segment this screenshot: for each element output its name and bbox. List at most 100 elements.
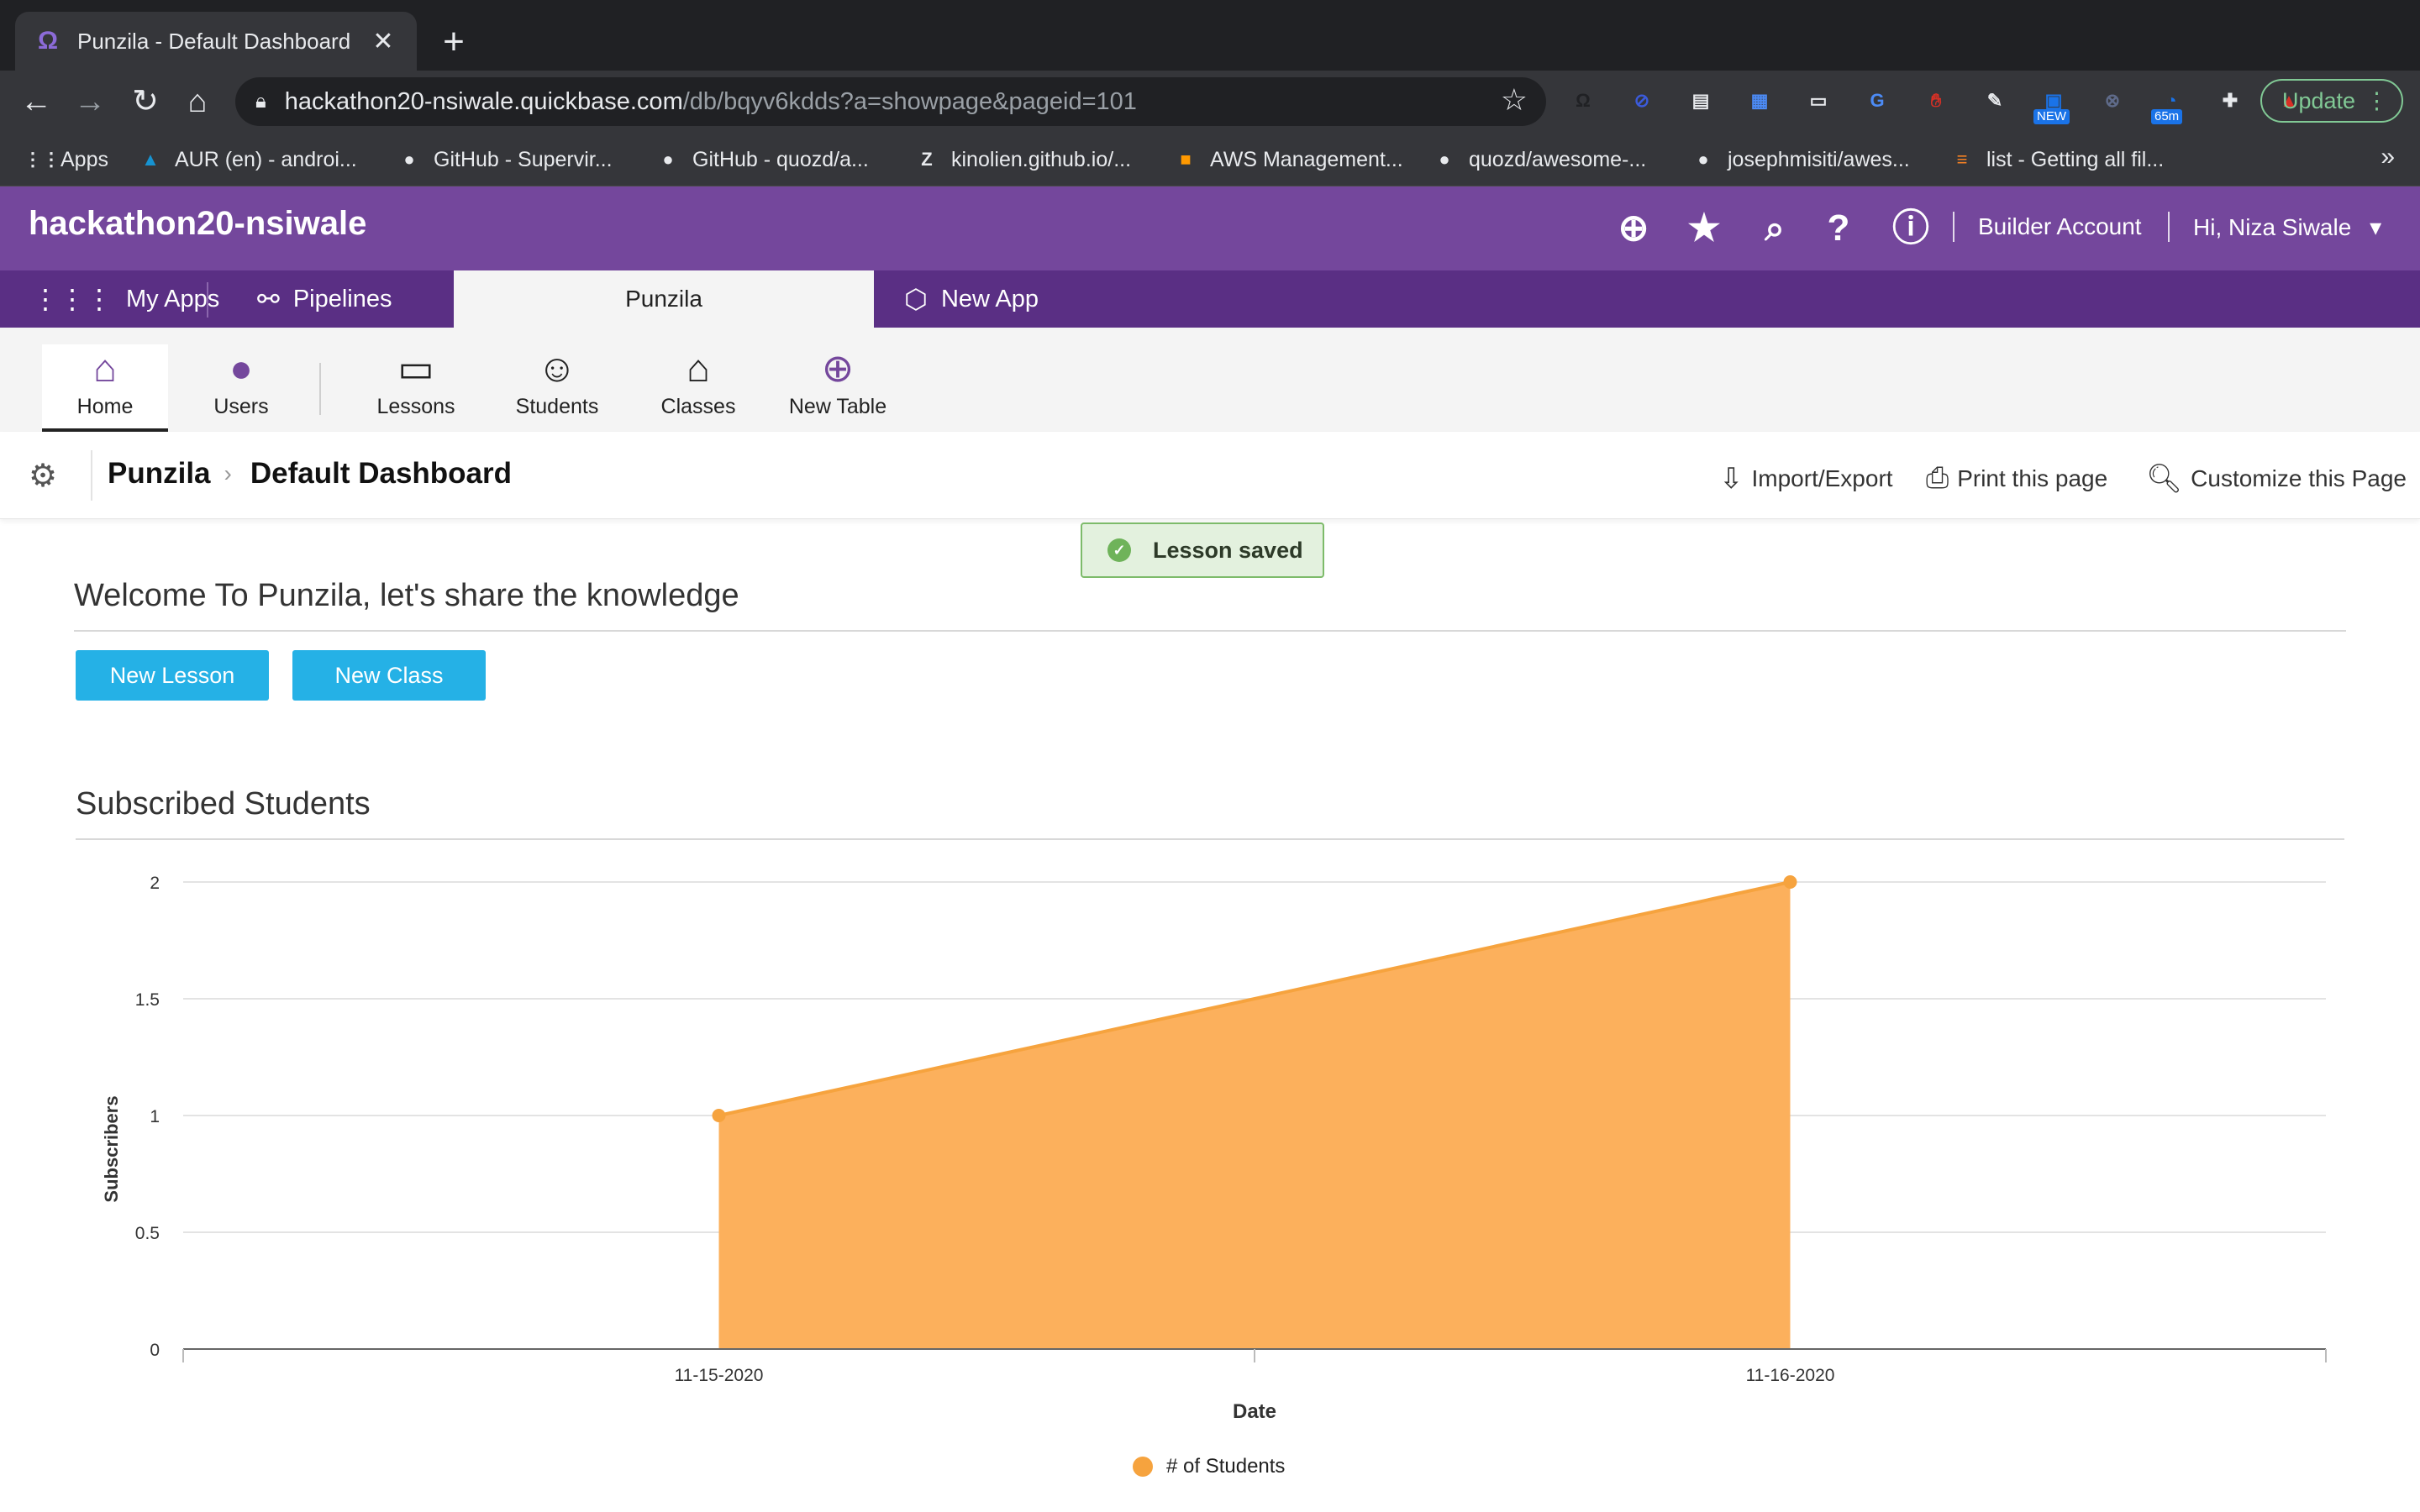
bookmark-label: kinolien.github.io/... [951, 147, 1132, 171]
new-app-link[interactable]: ⬡ New App [904, 270, 1039, 328]
search-icon[interactable]: ⌕ [1765, 208, 1785, 248]
active-app-tab[interactable]: Punzila [454, 270, 874, 328]
data-point[interactable] [712, 1109, 726, 1122]
my-apps-label: My Apps [126, 285, 220, 312]
pipelines-label: Pipelines [292, 285, 392, 312]
chart-legend[interactable]: # of Students [1133, 1455, 1285, 1478]
alert-icon[interactable]: ⓘ [1892, 207, 1929, 249]
table-tab-label: New Table [788, 395, 887, 418]
new-tab-icon[interactable]: + [443, 21, 465, 62]
breadcrumb-app[interactable]: Punzila [108, 457, 211, 490]
import-export-link[interactable]: ⇩ Import/Export [1719, 462, 1893, 496]
quickbase-global-bar: hackathon20-nsiwale ⊕ ★ ⌕ ? ⓘ Builder Ac… [0, 186, 2420, 270]
url-host: hackathon20-nsiwale.quickbase.com [284, 87, 683, 115]
header-divider [1953, 212, 1954, 242]
bookmark-label: quozd/awesome-... [1469, 147, 1647, 171]
bookmark-item[interactable]: ● GitHub - quozd/a... [655, 143, 868, 176]
realm-name[interactable]: hackathon20-nsiwale [29, 205, 367, 242]
update-label: Update [2282, 88, 2356, 113]
my-apps-link[interactable]: ⋮⋮⋮ My Apps [32, 270, 219, 328]
user-icon: ● [229, 346, 253, 390]
new-class-button[interactable]: New Class [292, 650, 486, 701]
favorites-star-icon[interactable]: ★ [1687, 207, 1721, 249]
octocat-icon[interactable]: Ω [1576, 90, 1591, 111]
success-toast: ✓ Lesson saved [1081, 522, 1324, 578]
slides-icon[interactable]: ▤ [1691, 90, 1710, 111]
page-title: Default Dashboard [250, 457, 513, 490]
aws-icon: ■ [1180, 149, 1192, 170]
table-tab-new-table[interactable]: ⊕ New Table [775, 344, 901, 432]
import-export-label: Import/Export [1751, 465, 1893, 491]
builder-account-link[interactable]: Builder Account [1978, 213, 2142, 239]
home-icon: ⌂ [93, 346, 117, 390]
news-icon[interactable]: ▣ NEW [2033, 82, 2072, 124]
create-plus-icon[interactable]: ⊕ [1618, 207, 1649, 249]
gear-icon[interactable]: ⚙ [29, 459, 58, 494]
plus-circle-icon: ⊕ [821, 346, 855, 390]
user-menu[interactable]: Hi, Niza Siwale ▾ [2193, 213, 2381, 241]
bookmark-item[interactable]: ● quozd/awesome-... [1432, 143, 1646, 176]
table-tab-home[interactable]: ⌂ Home [42, 344, 168, 432]
bookmarks-overflow-icon[interactable]: » [2381, 143, 2395, 171]
forward-arrow-icon[interactable]: → [74, 84, 106, 119]
browser-tab[interactable]: Ω Punzila - Default Dashboard ✕ [15, 12, 417, 71]
pen-icon[interactable]: ✎ [1986, 90, 2003, 111]
rocket-icon[interactable]: ▲ [2280, 90, 2298, 111]
legend-label: # of Students [1166, 1455, 1286, 1478]
bookmark-item[interactable]: ▲ AUR (en) - androi... [138, 143, 357, 176]
bookmark-label: josephmisiti/awes... [1728, 147, 1910, 171]
table-tab-classes[interactable]: ⌂ Classes [635, 344, 761, 432]
table-tab-label: Users [213, 395, 269, 418]
bookmarks-bar: » ⋮⋮ Apps ▲ AUR (en) - androi... ● GitHub - S… [0, 131, 2420, 186]
header-divider [2168, 212, 2170, 242]
help-icon[interactable]: ? [1827, 207, 1850, 249]
reload-icon[interactable]: ↻ [132, 84, 159, 119]
chevron-right-icon: › [224, 460, 232, 486]
x-icon[interactable]: ⊗ [2104, 90, 2121, 111]
table-tab-students[interactable]: ☺ Students [494, 344, 620, 432]
bookmark-item[interactable]: ■ AWS Management... [1173, 143, 1402, 176]
bookmark-item[interactable]: ● josephmisiti/awes... [1691, 143, 1910, 176]
pipelines-link[interactable]: ⚯ Pipelines [257, 270, 392, 328]
bookmark-item[interactable]: ● GitHub - Supervir... [397, 143, 612, 176]
table-tab-label: Classes [660, 395, 736, 418]
check-circle-icon: ✓ [1107, 538, 1131, 562]
tab-close-icon[interactable]: ✕ [372, 27, 394, 55]
user-greeting: Hi, Niza Siwale [2193, 214, 2352, 240]
arch-icon: ▲ [141, 149, 160, 170]
update-button[interactable]: Update ⋮ [2260, 79, 2403, 123]
bookmark-label: AUR (en) - androi... [175, 147, 357, 171]
puzzle-icon[interactable]: ✚ [2222, 90, 2238, 111]
lessons-icon: ▭ [397, 346, 434, 390]
timer-icon[interactable]: ◔ 65m [2151, 82, 2190, 124]
bookmark-star-icon[interactable]: ☆ [1500, 82, 1528, 117]
extension-badge: 65m [2151, 109, 2183, 124]
table-tab-label: Students [515, 395, 599, 418]
print-label: Print this page [1957, 465, 2108, 491]
cube-icon: ⬡ [904, 284, 928, 314]
classes-icon: ⌂ [687, 346, 710, 390]
back-arrow-icon[interactable]: ← [20, 84, 52, 119]
new-lesson-button[interactable]: New Lesson [76, 650, 269, 701]
bookmark-item[interactable]: ≡ list - Getting all fil... [1949, 143, 2165, 176]
page-header: ⚙ Punzila › Default Dashboard ⇩ Import/E… [0, 432, 2420, 519]
grid-icon[interactable]: ▦ [1750, 90, 1769, 111]
lock-icon: 🔒︎ [255, 90, 266, 113]
table-tab-lessons[interactable]: ▭ Lessons [353, 344, 479, 432]
print-page-link[interactable]: ⎙ Print this page [1926, 462, 2107, 495]
customize-page-link[interactable]: 🔍︎ Customize this Page [2146, 462, 2407, 496]
home-browser-icon[interactable]: ⌂ [187, 84, 208, 119]
hand-icon[interactable]: ✋︎ [1930, 90, 1942, 111]
translate-icon[interactable]: G [1870, 90, 1885, 111]
x-axis-title: Date [1233, 1400, 1276, 1423]
bookmark-item[interactable]: ⋮⋮ Apps [24, 143, 108, 176]
block-icon[interactable]: ⊘ [1634, 90, 1650, 111]
y-tick-label: 1 [150, 1107, 160, 1126]
data-point[interactable] [1783, 875, 1797, 889]
table-tab-users[interactable]: ● Users [178, 344, 304, 432]
pipelines-icon: ⚯ [257, 284, 280, 314]
address-bar[interactable]: 🔒︎ hackathon20-nsiwale.quickbase.com/db/… [235, 77, 1546, 126]
kebab-menu-icon[interactable]: ⋮ [2365, 88, 2388, 113]
desk-icon[interactable]: ▭ [1809, 90, 1828, 111]
